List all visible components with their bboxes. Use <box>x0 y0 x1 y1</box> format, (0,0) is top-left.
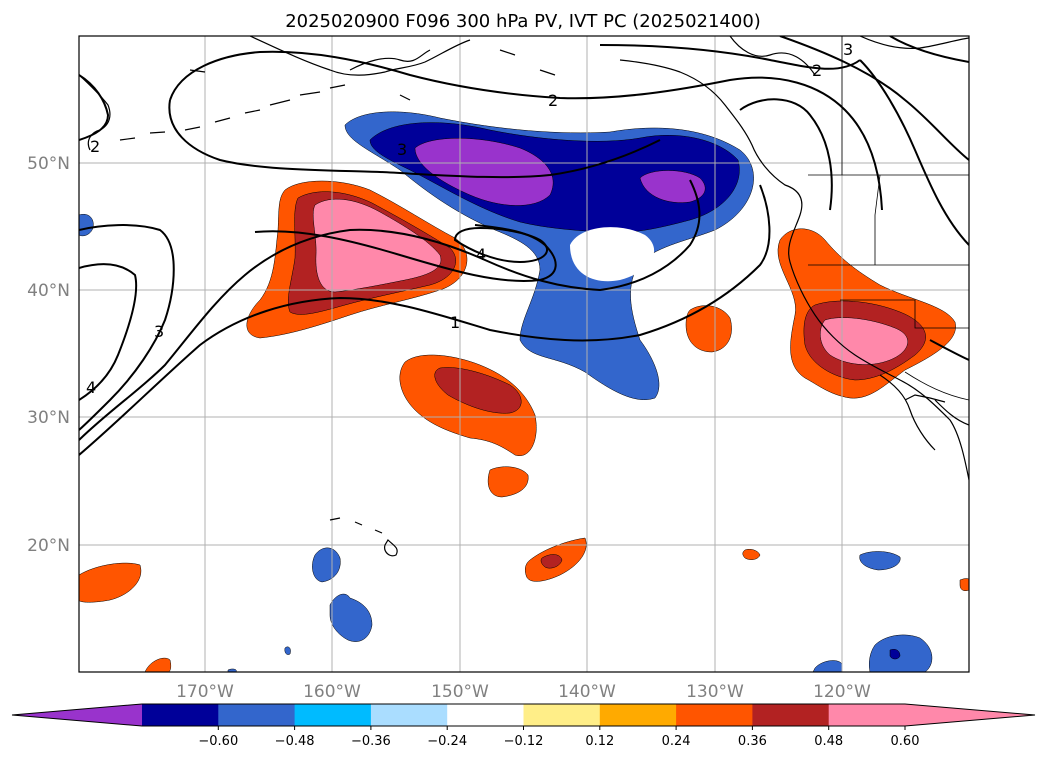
lat-label: 30°N <box>27 408 70 428</box>
lon-label: 120°W <box>813 682 871 702</box>
contour-label: 4 <box>86 378 96 397</box>
map-area: 3 2 3 2 4 1 3 4 2 <box>79 36 969 672</box>
colorbar-segment <box>370 704 448 726</box>
contour-label: 2 <box>90 137 100 156</box>
graticule <box>79 36 969 672</box>
pv-contours <box>79 36 969 456</box>
colorbar-segment <box>142 704 219 726</box>
lon-label: 140°W <box>558 682 616 702</box>
colorbar-tick-label: 0.24 <box>662 734 691 749</box>
colorbar-segment <box>523 704 601 726</box>
colorbar-tick-label: −0.60 <box>198 734 238 749</box>
colorbar-segment <box>676 704 753 726</box>
political-boundaries <box>808 36 969 401</box>
colorbar-tick-label: −0.24 <box>427 734 467 749</box>
colorbar-tick-label: −0.48 <box>275 734 315 749</box>
positive-anomaly-small <box>79 305 969 672</box>
colorbar-extend-low <box>12 704 142 726</box>
colorbar-tick-label: 0.60 <box>891 734 920 749</box>
negative-anomaly-small <box>79 214 933 672</box>
latitude-labels: 50°N 40°N 30°N 20°N <box>27 154 70 556</box>
colorbar-segment <box>752 704 830 726</box>
contour-label-group: 3 2 3 2 4 1 3 4 2 <box>86 40 853 397</box>
contour-label: 4 <box>476 245 486 264</box>
colorbar-segment <box>828 704 906 726</box>
positive-anomaly-west <box>246 180 468 339</box>
colorbar: −0.60 −0.48 −0.36 −0.24 −0.12 0.12 0.24 0.36 0.4… <box>11 703 1036 749</box>
contour-label: 3 <box>843 40 853 59</box>
colorbar-segment <box>447 704 524 726</box>
colorbar-tick-label: −0.12 <box>504 734 544 749</box>
colorbar-segment <box>294 704 372 726</box>
figure-title: 2025020900 F096 300 hPa PV, IVT PC (2025… <box>285 11 761 32</box>
colorbar-tick-label: 0.12 <box>585 734 614 749</box>
lon-label: 160°W <box>303 682 361 702</box>
longitude-labels: 170°W 160°W 150°W 140°W 130°W 120°W <box>176 682 871 702</box>
contour-label: 2 <box>812 61 822 80</box>
coastlines <box>79 36 969 557</box>
colorbar-extend-high <box>905 704 1035 726</box>
contour-label: 3 <box>154 322 164 341</box>
negative-anomaly-north <box>344 111 754 400</box>
lat-label: 20°N <box>27 536 70 556</box>
colorbar-segment <box>218 704 296 726</box>
lat-label: 50°N <box>27 154 70 174</box>
colorbar-tick-label: −0.36 <box>351 734 391 749</box>
lon-label: 150°W <box>431 682 489 702</box>
lon-label: 130°W <box>686 682 744 702</box>
colorbar-segment <box>599 704 677 726</box>
colorbar-outline <box>11 703 1036 727</box>
contour-label: 3 <box>397 140 407 159</box>
contour-label: 2 <box>548 91 558 110</box>
lon-label: 170°W <box>176 682 234 702</box>
map-frame <box>78 35 970 673</box>
colorbar-tick-label: 0.48 <box>814 734 843 749</box>
colorbar-tick-label: 0.36 <box>738 734 767 749</box>
contour-label: 1 <box>450 313 460 332</box>
lat-label: 40°N <box>27 281 70 301</box>
